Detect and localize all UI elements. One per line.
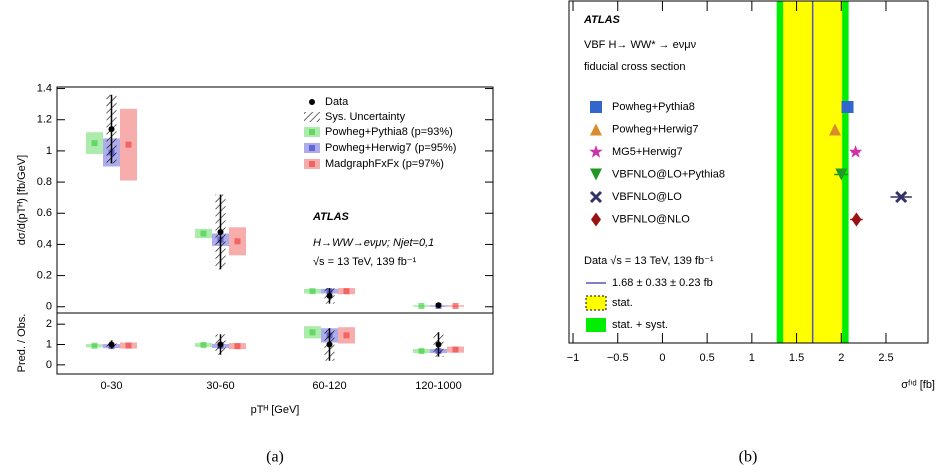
ratio-axis-label: Pred. / Obs. <box>16 314 28 373</box>
x-tick-label: 60-120 <box>312 380 346 392</box>
legend-label: MG5+Herwig7 <box>612 146 683 158</box>
legend-label: Data <box>325 96 349 108</box>
plot-frame <box>568 0 929 344</box>
legend-label: Powheg+Herwig7 <box>612 123 699 135</box>
x-tick-label: 0-30 <box>100 380 122 392</box>
atlas-label: ATLAS <box>583 14 621 26</box>
prediction-marker <box>452 302 459 309</box>
legend-label: 1.68 ± 0.33 ± 0.23 fb <box>612 277 713 289</box>
prediction-marker <box>343 332 350 339</box>
legend-data-marker <box>309 99 315 105</box>
x-tick-label: 120-1000 <box>415 380 462 392</box>
prediction-marker <box>309 329 316 336</box>
caption: (b) <box>739 449 758 466</box>
y-tick-label: 0 <box>46 301 52 313</box>
legend-swatch-marker <box>309 161 315 167</box>
x-tick-label: 2 <box>838 352 844 364</box>
prediction-marker <box>234 238 241 245</box>
prediction-marker <box>851 212 862 227</box>
y-axis-label: dσ/d(pTᴴ) [fb/GeV] <box>16 155 28 245</box>
data-point <box>108 126 115 133</box>
ratio-tick-label: 1 <box>46 338 52 350</box>
legend-marker <box>589 145 603 158</box>
prediction-marker <box>200 341 207 348</box>
legend-label: VBFNLO@LO+Pythia8 <box>612 168 725 180</box>
data-point <box>108 341 115 348</box>
prediction-marker <box>343 288 350 295</box>
y-tick-label: 1.4 <box>37 82 52 94</box>
x-axis-label: σᶠⁱᵈ [fb] <box>901 379 935 391</box>
x-tick-label: −0.5 <box>607 352 629 364</box>
y-tick-label: 0.6 <box>37 207 52 219</box>
prediction-marker <box>835 168 848 181</box>
x-tick-label: −1 <box>567 352 580 364</box>
prediction-marker <box>452 346 459 353</box>
x-tick-label: 1.5 <box>789 352 804 364</box>
legend-label: MadgraphFxFx (p=97%) <box>325 158 444 170</box>
legend-marker <box>590 101 602 113</box>
legend-label: VBFNLO@NLO <box>612 213 690 225</box>
annotation: H→WW→eνμν; Njet=0,1 <box>313 237 434 249</box>
y-tick-label: 1 <box>46 145 52 157</box>
legend-swatch-marker <box>309 145 315 151</box>
legend-label: Sys. Uncertainty <box>325 111 406 123</box>
ratio-frame <box>56 312 494 375</box>
caption: (a) <box>266 449 284 466</box>
data-point <box>326 292 333 299</box>
data-point <box>217 341 224 348</box>
data-point <box>326 341 333 348</box>
data-point <box>435 302 442 309</box>
prediction-marker <box>418 348 425 355</box>
prediction-marker <box>309 288 316 295</box>
prediction-marker <box>91 342 98 349</box>
ratio-tick-label: 0 <box>46 359 52 371</box>
prediction-marker <box>234 343 241 350</box>
legend-swatch <box>585 295 607 311</box>
annotation: fiducial cross section <box>584 61 686 73</box>
prediction-marker <box>848 145 863 158</box>
ratio-tick-label: 2 <box>46 318 52 330</box>
x-tick-label: 2.5 <box>878 352 893 364</box>
y-tick-label: 0.8 <box>37 176 52 188</box>
atlas-label: ATLAS <box>312 211 350 223</box>
y-tick-label: 1.2 <box>37 114 52 126</box>
y-tick-label: 0.4 <box>37 238 52 250</box>
legend-marker <box>591 212 601 227</box>
annotation: VBF H→ WW* → eνμν <box>584 39 697 51</box>
prediction-marker <box>200 230 207 237</box>
prediction-marker <box>91 140 98 147</box>
legend-label: Powheg+Herwig7 (p=95%) <box>325 142 456 154</box>
x-tick-label: 30-60 <box>206 380 234 392</box>
prediction-marker <box>895 190 908 204</box>
x-axis-label: pTᴴ [GeV] <box>251 404 300 416</box>
legend-label: Powheg+Pythia8 <box>612 101 695 113</box>
legend-marker <box>590 168 602 181</box>
legend-label: stat. + syst. <box>612 319 668 331</box>
legend-swatch <box>586 318 606 332</box>
legend-marker <box>589 190 603 204</box>
prediction-marker <box>841 101 854 113</box>
legend-label: Powheg+Pythia8 (p=93%) <box>325 126 453 138</box>
annotation: Data √s = 13 TeV, 139 fb⁻¹ <box>584 255 714 267</box>
x-tick-label: 1 <box>749 352 755 364</box>
annotation: √s = 13 TeV, 139 fb⁻¹ <box>313 256 417 268</box>
data-point <box>435 341 442 348</box>
legend-sys-swatch <box>304 112 320 122</box>
data-point <box>217 228 224 235</box>
x-tick-label: 0 <box>659 352 665 364</box>
prediction-marker <box>125 141 132 148</box>
legend-label: stat. <box>612 297 633 309</box>
legend-label: VBFNLO@LO <box>612 191 682 203</box>
legend-marker <box>590 123 602 136</box>
y-tick-label: 0.2 <box>37 269 52 281</box>
prediction-marker <box>125 342 132 349</box>
x-tick-label: 0.5 <box>699 352 714 364</box>
prediction-marker <box>418 302 425 309</box>
legend-swatch-marker <box>309 129 315 135</box>
prediction-marker <box>829 123 842 136</box>
